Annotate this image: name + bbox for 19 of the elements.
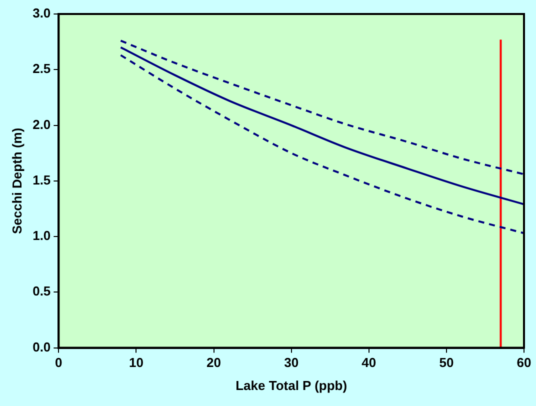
line-series	[120, 54, 524, 234]
y-tick-label: 0.5	[32, 284, 51, 299]
y-tick-label: 0.0	[32, 339, 51, 354]
x-tick-label: 10	[128, 355, 144, 370]
y-axis-title: Secchi Depth (m)	[9, 128, 24, 234]
x-tick-label: 20	[206, 355, 222, 370]
y-tick-label: 3.0	[32, 6, 51, 21]
x-tick-label: 50	[439, 355, 454, 370]
y-tick-label: 2.5	[32, 61, 51, 76]
x-axis-title: Lake Total P (ppb)	[236, 378, 348, 393]
line-series	[120, 46, 524, 206]
y-tick-label: 2.0	[32, 116, 51, 132]
x-tick-label: 30	[284, 355, 299, 370]
line-series	[120, 40, 524, 176]
x-tick-label: 60	[516, 355, 532, 370]
y-tick-label: 1.5	[32, 172, 51, 188]
x-tick-label: 40	[362, 355, 376, 370]
x-tick-label: 0	[55, 355, 62, 370]
y-tick-label: 1.0	[32, 228, 51, 244]
